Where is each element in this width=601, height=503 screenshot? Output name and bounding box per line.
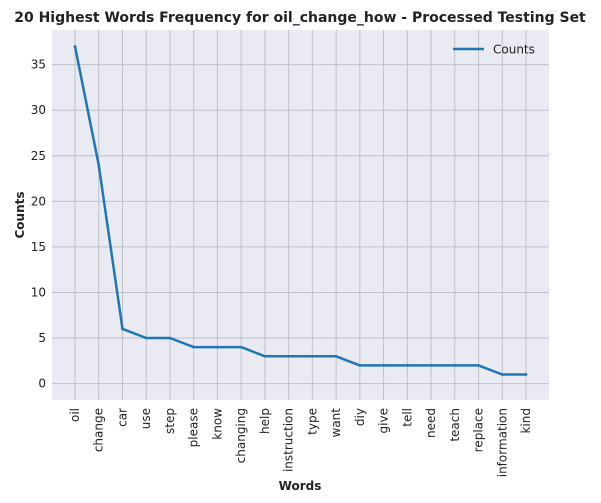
data-point	[168, 336, 172, 340]
x-tick-label: give	[377, 408, 391, 433]
x-tick-label: replace	[472, 408, 486, 452]
x-tick-label: kind	[519, 408, 533, 434]
x-tick-label: information	[495, 408, 509, 477]
data-point	[287, 354, 290, 358]
series-line-counts	[73, 45, 528, 376]
data-point	[429, 364, 433, 367]
x-tick-label: teach	[448, 408, 462, 442]
data-point	[73, 45, 77, 48]
data-point	[500, 373, 504, 376]
x-tick-label: need	[424, 408, 438, 438]
series-layer	[73, 45, 528, 376]
data-point	[263, 354, 267, 358]
x-tick-label: please	[187, 408, 201, 447]
x-tick-label: know	[210, 408, 224, 440]
y-tick-label: 25	[31, 149, 46, 163]
y-tick-label: 20	[31, 194, 46, 208]
data-point	[97, 163, 101, 167]
y-axis-label: Counts	[13, 191, 27, 238]
y-tick-label: 15	[31, 240, 46, 254]
y-tick-label: 10	[31, 285, 46, 299]
data-point	[311, 354, 314, 358]
y-tick-label: 5	[38, 331, 46, 345]
x-tick-label: use	[139, 408, 153, 429]
y-axis-ticks: 0 5 10 15 20 25 30 35	[31, 58, 46, 391]
y-tick-label: 35	[31, 58, 46, 72]
data-point	[524, 373, 528, 376]
x-tick-label: oil	[68, 408, 82, 422]
x-tick-label: changing	[234, 408, 248, 463]
y-tick-label: 0	[38, 377, 46, 391]
legend: Counts	[453, 43, 535, 57]
data-point	[406, 364, 409, 367]
data-point	[144, 336, 148, 340]
x-tick-label: step	[163, 408, 177, 434]
x-tick-label: type	[305, 408, 319, 435]
x-tick-label: diy	[353, 408, 367, 426]
data-point	[121, 327, 124, 331]
data-point	[358, 364, 362, 367]
x-tick-label: want	[329, 408, 343, 438]
x-tick-label: change	[92, 408, 106, 452]
data-point	[192, 345, 195, 349]
y-tick-label: 30	[31, 103, 46, 117]
data-point	[477, 364, 480, 367]
data-point	[239, 345, 243, 349]
grid-lines	[52, 30, 549, 400]
plot-area	[52, 30, 549, 400]
x-tick-label: help	[258, 408, 272, 434]
chart-title: 20 Highest Words Frequency for oil_chang…	[14, 10, 586, 26]
data-point	[334, 354, 338, 358]
data-point	[382, 364, 385, 367]
x-tick-label: tell	[400, 408, 414, 427]
x-axis-ticks: oil change car use step please know changing hel…	[68, 408, 533, 478]
x-axis-label: Words	[279, 479, 322, 493]
x-tick-label: car	[115, 408, 129, 427]
data-point	[216, 345, 219, 349]
x-tick-label: instruction	[282, 408, 296, 472]
data-point	[453, 364, 457, 367]
legend-label: Counts	[493, 43, 535, 57]
